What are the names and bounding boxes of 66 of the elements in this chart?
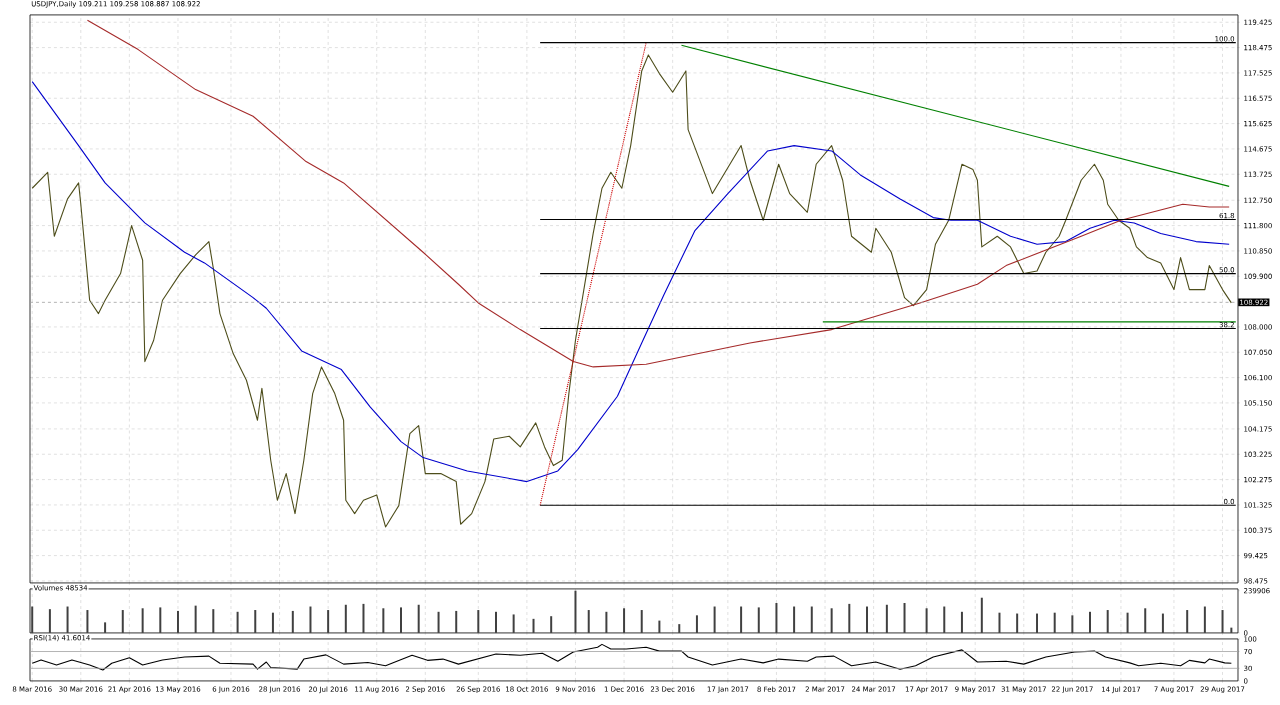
- bar: [31, 606, 34, 633]
- bar: [121, 610, 124, 633]
- bar: [382, 608, 385, 633]
- bar: [1186, 610, 1189, 633]
- bar: [1053, 612, 1056, 633]
- bar: [212, 609, 215, 633]
- bar: [810, 606, 813, 633]
- bar: [998, 612, 1001, 633]
- bar: [141, 608, 144, 633]
- bar: [848, 603, 851, 633]
- bar: [291, 610, 294, 633]
- bar: [1036, 613, 1039, 633]
- bar: [86, 610, 89, 633]
- bar: [494, 611, 497, 633]
- bar: [1203, 606, 1206, 633]
- bar: [1126, 612, 1129, 633]
- bar: [865, 606, 868, 633]
- bar: [1161, 613, 1164, 633]
- bar: [66, 606, 69, 633]
- bar: [194, 605, 197, 633]
- bar: [1016, 613, 1019, 633]
- bar: [1230, 627, 1233, 633]
- bar: [640, 610, 643, 633]
- bar: [455, 610, 458, 633]
- bar: [605, 611, 608, 633]
- bar: [236, 611, 239, 633]
- bar: [980, 597, 983, 633]
- bar: [885, 604, 888, 633]
- bar: [903, 603, 906, 633]
- bar: [1071, 615, 1074, 633]
- bar: [512, 614, 515, 633]
- bar: [830, 608, 833, 633]
- bar: [960, 611, 963, 633]
- bar: [417, 604, 420, 633]
- bar: [587, 610, 590, 633]
- bar: [477, 610, 480, 633]
- bar: [775, 603, 778, 633]
- bar: [159, 607, 162, 633]
- bar: [678, 624, 681, 633]
- bar: [757, 607, 760, 633]
- bar: [550, 616, 553, 633]
- bar: [1221, 610, 1224, 633]
- bar: [309, 606, 312, 633]
- bar: [327, 610, 330, 633]
- line-series: [31, 54, 1232, 528]
- bar: [623, 608, 626, 633]
- bar: [271, 612, 274, 633]
- bar: [48, 609, 51, 633]
- bar: [925, 608, 928, 633]
- bar: [1089, 611, 1092, 633]
- bar: [793, 606, 796, 633]
- bar: [437, 611, 440, 633]
- bar: [1106, 610, 1109, 633]
- bar: [943, 606, 946, 633]
- bar: [104, 622, 107, 633]
- bar: [740, 606, 743, 633]
- bar: [344, 604, 347, 633]
- bar: [362, 603, 365, 633]
- bar: [713, 606, 716, 633]
- bar: [658, 620, 661, 633]
- bar: [574, 590, 577, 633]
- bar: [695, 615, 698, 633]
- bar: [176, 610, 179, 633]
- bar: [400, 607, 403, 633]
- bar: [1144, 608, 1147, 633]
- bar: [532, 618, 535, 633]
